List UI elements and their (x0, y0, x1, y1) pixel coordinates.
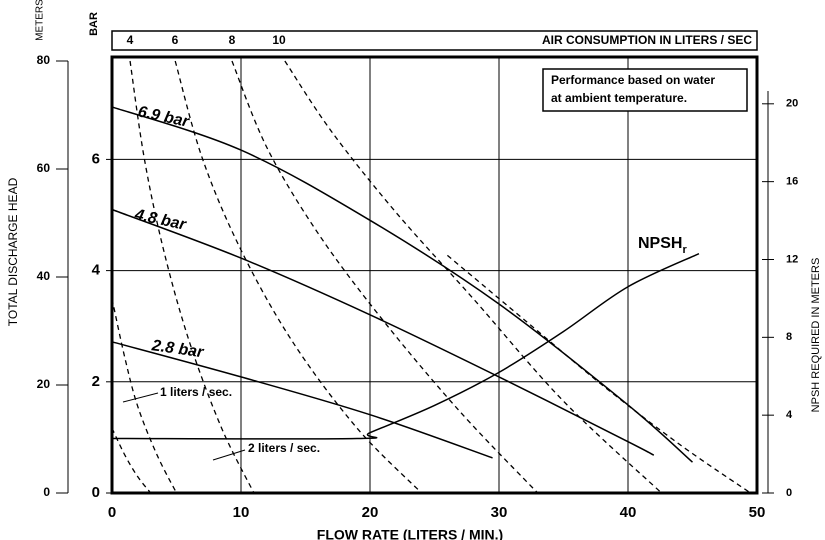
bar-tick-label: 0 (92, 484, 100, 501)
plot-frame (110, 55, 759, 495)
air-curve (129, 60, 255, 493)
top-axis-box (111, 30, 758, 51)
x-axis-label: FLOW RATE (LITERS / MIN.) (317, 527, 503, 540)
x-tick-label: 40 (620, 504, 637, 521)
npsh-name: NPSH (638, 235, 682, 252)
series-line (111, 341, 493, 459)
y-tick-label: 20 (37, 377, 51, 391)
series-line (111, 208, 655, 456)
note-line: Performance based on water (551, 73, 715, 87)
right-axis-label: NPSH REQUIRED IN METERS (810, 258, 822, 413)
bar-tick-label: 4 (92, 262, 101, 279)
series-line (111, 106, 693, 463)
top-tick-label: 6 (172, 33, 179, 47)
series-line (111, 252, 700, 440)
bar-tick-label: 2 (92, 373, 100, 390)
series-label: 6.9 bar (136, 103, 191, 131)
x-tick-label: 20 (362, 504, 379, 521)
note-box (542, 68, 748, 112)
leader (212, 449, 246, 461)
bar-label: BAR (88, 12, 100, 36)
curve-label: 1 liters / sec. (160, 385, 232, 399)
top-tick-label: 10 (272, 33, 286, 47)
top-axis-title: AIR CONSUMPTION IN LITERS / SEC (542, 33, 752, 47)
y2-tick-label: 8 (786, 331, 792, 343)
top-tick-label: 4 (127, 33, 134, 47)
meters-label: METERS (35, 0, 46, 41)
y2-tick-label: 4 (786, 409, 793, 421)
air-curve (231, 60, 539, 493)
air-curve (446, 254, 751, 493)
air-curve (112, 298, 178, 493)
x-tick-label: 30 (491, 504, 508, 521)
series-label: 4.8 bar (132, 206, 188, 234)
y2-tick-label: 0 (786, 487, 792, 499)
npsh-label: NPSHr (638, 235, 687, 256)
x-tick-label: 10 (233, 504, 250, 521)
y2-tick-label: 16 (786, 176, 798, 188)
y-tick-label: 80 (37, 53, 51, 67)
y-tick-label: 40 (37, 269, 51, 283)
y2-tick-label: 20 (786, 98, 798, 110)
x-tick-label: 0 (108, 504, 116, 521)
note-line: at ambient temperature. (551, 91, 687, 105)
y-tick-label: 60 (37, 161, 51, 175)
air-curve (174, 60, 423, 493)
leader (122, 392, 159, 403)
npsh-sub: r (682, 244, 687, 256)
x-tick-label: 50 (749, 504, 766, 521)
y2-tick-label: 12 (786, 253, 798, 265)
series-label: 2.8 bar (150, 337, 205, 361)
air-curve (112, 427, 152, 493)
curve-label: 2 liters / sec. (248, 441, 320, 455)
left-axis-label: TOTAL DISCHARGE HEAD (6, 177, 20, 326)
bar-tick-label: 6 (92, 150, 100, 167)
top-tick-label: 8 (229, 33, 236, 47)
air-curve (284, 60, 662, 493)
y-tick-label: 0 (43, 485, 50, 499)
